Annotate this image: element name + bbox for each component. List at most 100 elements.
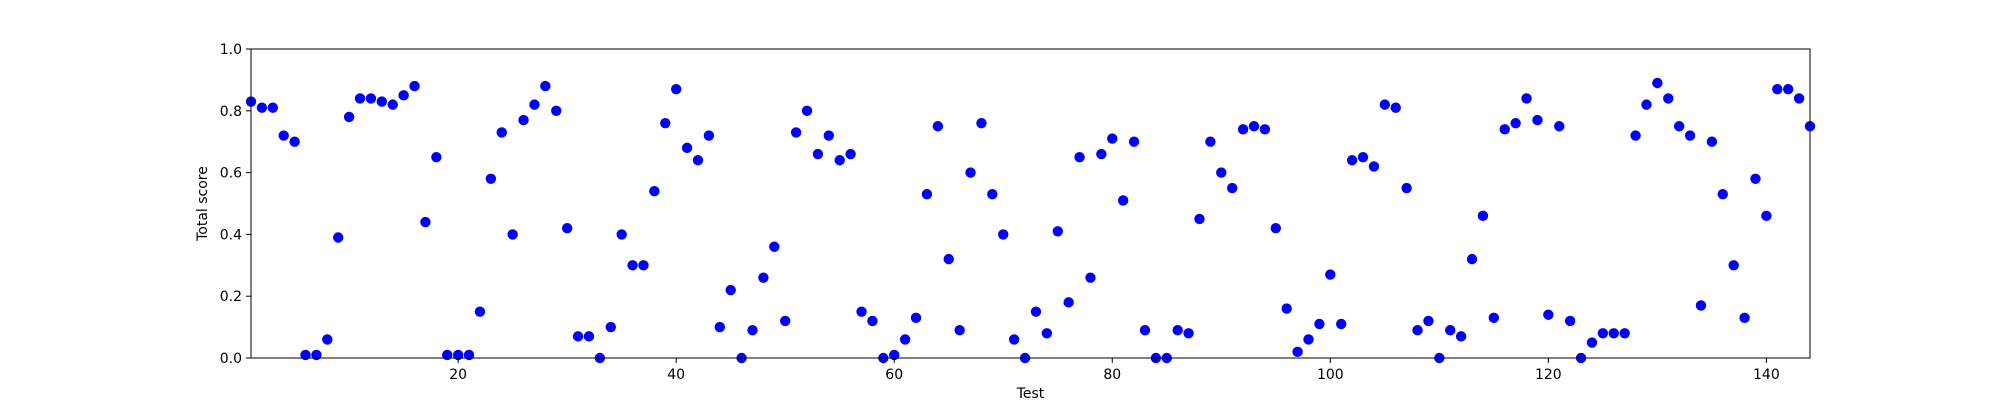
data-point — [769, 241, 780, 252]
data-point — [1663, 93, 1674, 104]
x-tick-label: 20 — [449, 367, 467, 383]
data-point — [758, 272, 769, 283]
data-point — [1336, 318, 1347, 330]
data-point — [1194, 213, 1205, 225]
data-point — [670, 83, 682, 95]
data-point — [409, 80, 420, 92]
data-point — [256, 102, 268, 113]
data-point — [703, 130, 715, 141]
data-points — [245, 77, 1816, 364]
data-point — [943, 253, 954, 265]
data-point — [921, 189, 933, 200]
y-tick-label: 0.2 — [220, 289, 242, 305]
data-point — [801, 105, 813, 117]
data-point — [1499, 124, 1510, 135]
data-point — [976, 117, 987, 129]
data-point — [1564, 315, 1576, 327]
data-point — [725, 284, 736, 296]
data-point — [1793, 93, 1805, 104]
x-tick-label: 120 — [1535, 367, 1562, 383]
data-point — [1521, 93, 1532, 104]
data-point — [474, 306, 486, 317]
data-point — [354, 93, 366, 104]
data-point — [1303, 334, 1314, 345]
data-point — [965, 167, 976, 178]
y-tick-label: 1.0 — [220, 42, 242, 58]
data-point — [1379, 99, 1391, 110]
y-axis-ticks: 0.0 0.2 0.4 0.6 0.8 1.0 — [220, 42, 251, 367]
data-point — [551, 105, 562, 117]
data-point — [1455, 331, 1467, 342]
data-point — [1728, 260, 1739, 271]
x-axis-label: Test — [1016, 386, 1045, 400]
data-point — [1597, 328, 1609, 339]
data-point — [267, 102, 279, 113]
x-tick-label: 100 — [1317, 367, 1344, 383]
data-point — [1695, 300, 1707, 311]
data-point — [1772, 83, 1783, 95]
data-point — [311, 349, 322, 361]
data-point — [1128, 136, 1140, 147]
data-point — [1466, 253, 1478, 265]
data-point — [649, 185, 660, 197]
data-point — [1292, 346, 1303, 358]
data-point — [823, 130, 835, 141]
data-point — [1325, 269, 1336, 280]
data-point — [1782, 83, 1794, 95]
data-point — [1172, 324, 1183, 336]
data-point — [540, 80, 551, 92]
data-point — [1074, 151, 1085, 163]
data-point — [605, 321, 616, 333]
data-point — [1346, 155, 1358, 166]
data-point — [1477, 210, 1489, 222]
data-point — [343, 111, 355, 123]
x-tick-label: 60 — [885, 367, 903, 383]
data-point — [1063, 297, 1074, 308]
data-point — [1368, 161, 1380, 172]
data-point — [1423, 315, 1434, 327]
y-axis-label: Total score — [195, 166, 211, 242]
data-point — [529, 99, 540, 110]
data-point — [518, 114, 529, 126]
data-point — [1543, 309, 1554, 320]
data-point — [638, 260, 649, 271]
data-point — [834, 155, 845, 166]
data-point — [442, 349, 453, 361]
data-point — [1248, 121, 1260, 132]
data-point — [1030, 306, 1042, 317]
data-point — [365, 93, 377, 104]
data-point — [485, 173, 497, 184]
data-point — [333, 232, 344, 243]
data-point — [1183, 328, 1194, 339]
data-point — [322, 334, 333, 345]
data-point — [616, 229, 627, 240]
y-tick-label: 0.6 — [220, 166, 242, 182]
data-point — [278, 130, 289, 141]
data-point — [845, 148, 856, 160]
x-tick-label: 40 — [667, 367, 685, 383]
data-point — [1510, 117, 1521, 129]
y-tick-label: 0.0 — [220, 351, 242, 367]
data-point — [1096, 148, 1107, 160]
data-point — [1608, 328, 1619, 339]
data-point — [867, 315, 878, 327]
data-point — [1630, 130, 1641, 141]
data-point — [1717, 189, 1728, 200]
data-point — [692, 155, 704, 166]
data-point — [1226, 182, 1238, 194]
data-point — [1684, 130, 1696, 141]
data-point — [398, 90, 409, 101]
data-point — [1357, 151, 1369, 163]
data-point — [1532, 114, 1543, 126]
data-point — [289, 136, 300, 147]
data-point — [660, 117, 671, 129]
data-point — [1390, 102, 1401, 113]
data-point — [1205, 136, 1216, 147]
data-point — [507, 229, 518, 240]
data-point — [812, 148, 824, 160]
data-point — [1706, 136, 1718, 147]
data-point — [932, 121, 944, 132]
data-point — [747, 324, 758, 336]
data-point — [1412, 324, 1423, 336]
